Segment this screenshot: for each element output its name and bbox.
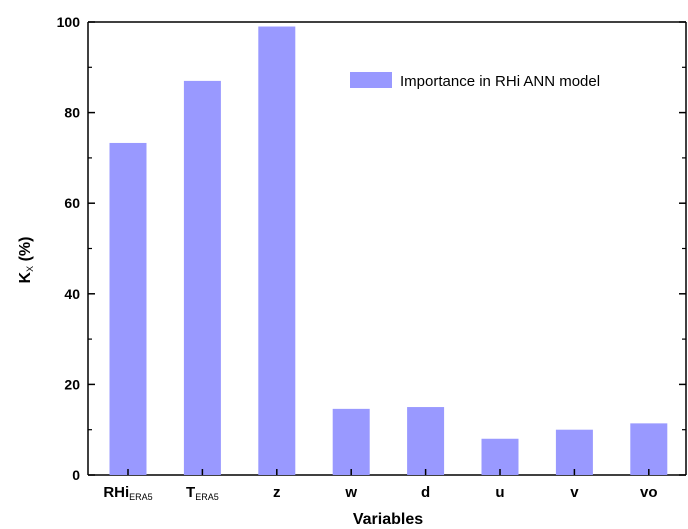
x-tick-label: d (421, 484, 430, 501)
x-tick-label: vo (640, 484, 658, 501)
x-axis-title: Variables (353, 511, 423, 528)
y-axis-title-main: K (17, 271, 34, 283)
bar (630, 423, 668, 475)
bar (183, 80, 221, 475)
legend: Importance in RHi ANN model (350, 72, 600, 90)
x-tick-label: v (570, 484, 579, 501)
legend-label: Importance in RHi ANN model (400, 73, 600, 90)
y-axis-title-rest: (%) (17, 237, 34, 266)
y-axis-title: KX (%) (17, 237, 35, 284)
bar (407, 407, 445, 475)
bar (481, 438, 519, 475)
x-tick-label: z (273, 484, 281, 501)
bar (332, 408, 370, 475)
legend-swatch (350, 72, 392, 88)
y-tick-label: 40 (64, 286, 80, 302)
bar (109, 142, 147, 476)
y-tick-label: 100 (57, 14, 81, 30)
x-tick-label: RHiERA5 (103, 484, 152, 502)
y-axis-title-sub: X (25, 266, 35, 272)
bar (258, 26, 296, 476)
y-axis-ticks: 0 20 40 60 80 100 (57, 14, 686, 483)
x-tick-label: w (344, 484, 357, 501)
x-tick-label: TERA5 (186, 484, 219, 502)
x-tick-label: u (495, 484, 504, 501)
bars (109, 26, 668, 476)
x-axis-labels: RHiERA5 TERA5 z w d u v vo (103, 469, 658, 502)
y-tick-label: 80 (64, 105, 80, 121)
y-tick-label: 60 (64, 195, 80, 211)
y-tick-label: 20 (64, 376, 80, 392)
bar (555, 429, 593, 475)
y-tick-label: 0 (72, 467, 80, 483)
